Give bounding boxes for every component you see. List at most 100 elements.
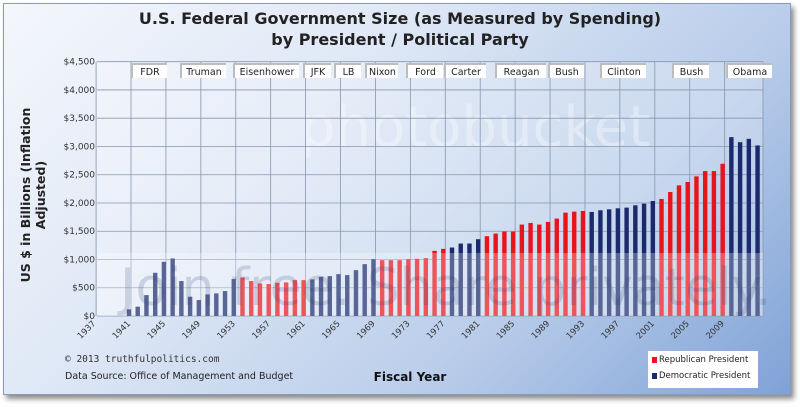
y-axis-title: US $ in Billions (Inflation Adjusted) [18,107,48,283]
chart-title: U.S. Federal Government Size (as Measure… [138,9,662,28]
bar-1949 [205,294,210,316]
bar-1988 [545,221,551,316]
legend-swatch-democratic [652,372,657,379]
bar-1974 [423,258,429,316]
x-tick-label: 1981 [460,319,482,341]
x-axis-title: Fiscal Year [373,370,447,384]
bar-1945 [170,258,175,316]
bar-2003 [676,185,682,316]
x-tick-label: 1969 [355,319,377,341]
y-tick-label: $500 [72,284,95,294]
president-label-eisenhower: Eisenhower [233,63,299,78]
bar-1947 [187,296,193,316]
bar-2006 [702,171,708,316]
bar-1990 [563,212,568,316]
bar-1970 [388,260,394,316]
chart-subtitle: by President / Political Party [271,30,529,49]
y-tick-label: $3,500 [64,114,96,124]
x-tick-label: 1997 [600,319,622,341]
bar-1952 [231,279,236,316]
bar-1989 [554,218,559,316]
bar-1972 [406,259,411,316]
bar-1963 [327,276,332,316]
legend-label-republican: Republican President [659,355,749,365]
bar-1943 [152,272,158,316]
y-tick-label: $0 [84,312,96,322]
bar-1961 [310,279,315,316]
bar-1984 [510,231,516,316]
data-source-text: Data Source: Office of Management and Bu… [65,371,294,382]
bar-1997 [624,207,629,316]
bar-1982 [493,233,498,316]
bar-1993 [589,211,594,316]
president-label-bush: Bush [672,63,709,78]
y-tick-label: $1,000 [64,255,96,265]
watermark-band [97,253,763,316]
bar-1999 [641,203,647,316]
y-tick-label: $4,000 [64,86,96,96]
bar-1975 [432,250,437,316]
x-tick-label: 1993 [565,319,587,341]
bar-1960 [301,280,306,316]
x-tick-label: 1965 [320,319,342,341]
bar-1942 [144,295,149,316]
watermark-join-free: Join free. Share privately. [117,258,771,318]
bar-1985 [519,224,525,316]
bar-1976 [441,248,446,316]
bar-1991 [572,211,577,316]
bar-1971 [397,260,402,316]
bar-1967 [362,264,367,316]
y-tick-label: $3,000 [64,142,96,152]
bar-1944 [161,261,167,316]
bar-1951 [222,291,228,316]
bar-1980 [476,239,481,316]
president-label-nixon: Nixon [365,63,398,78]
x-tick-label: 1989 [530,319,552,341]
bar-1983 [502,231,507,316]
x-tick-label: 1945 [146,319,168,341]
bar-1956 [266,284,271,316]
bar-1992 [580,210,586,316]
bar-2008 [720,163,725,316]
bar-1968 [371,259,376,316]
bar-1965 [345,275,350,316]
bar-2012 [755,145,760,316]
president-label-fdr: FDR [131,63,167,78]
bar-2010 [737,142,743,316]
bar-1941 [135,306,140,316]
bar-1979 [467,243,472,316]
legend-label-democratic: Democratic President [659,371,751,381]
bar-1955 [257,283,263,316]
bar-1946 [179,281,184,316]
bar-1998 [633,205,638,316]
x-tick-label: 1949 [181,319,203,341]
y-tick-label: $2,000 [64,199,96,209]
x-tick-label: 1937 [76,319,98,341]
bar-2011 [746,138,752,316]
x-tick-label: 1957 [250,319,272,341]
bar-1948 [196,300,202,316]
bar-2005 [694,176,699,316]
x-tick-label: 1953 [216,319,238,341]
bar-2001 [659,198,664,316]
legend-item-democratic: Democratic President [652,371,750,381]
legend-item-republican: Republican President [652,355,748,365]
bar-2007 [711,171,717,316]
bar-2002 [668,192,673,316]
bar-1969 [379,260,385,316]
bar-1940 [126,309,132,316]
x-tick-label: 1985 [495,319,517,341]
bar-1954 [249,281,254,316]
bar-1995 [606,209,612,316]
x-tick-label: 1961 [285,319,307,341]
bar-1966 [353,270,359,316]
bar-2009 [729,137,734,316]
x-tick-label: 1941 [111,319,133,341]
bar-1977 [449,247,455,316]
bar-2000 [650,200,655,316]
x-tick-label: 2001 [635,319,657,341]
bar-1986 [528,222,533,316]
copyright-text: © 2013 truthfulpolitics.com [65,354,220,365]
y-tick-label: $4,500 [64,58,96,68]
